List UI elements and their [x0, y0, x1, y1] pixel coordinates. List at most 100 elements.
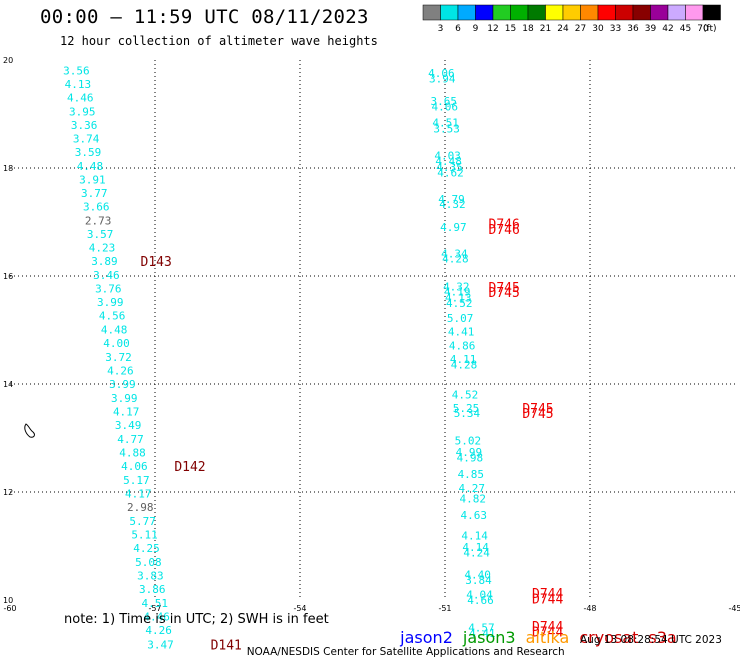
- wave-height-label: 4.24: [463, 546, 490, 559]
- colorbar-swatch: [562, 4, 581, 21]
- y-tick-label: 14: [3, 380, 13, 389]
- wave-height-label: 4.11: [450, 353, 477, 366]
- wave-height-label: 3.56: [63, 64, 90, 77]
- wave-height-label: 4.17: [125, 488, 151, 501]
- wave-height-label: 2.98: [127, 501, 154, 514]
- colorbar-tick-label: 24: [557, 24, 569, 34]
- track-annotations: D143D142D141D746D746D745D745D745D745D744…: [141, 218, 564, 650]
- track-label: D744: [532, 625, 563, 640]
- footer: NOAA/NESDIS Center for Satellite Applica…: [240, 634, 722, 670]
- wave-height-label: 4.06: [431, 100, 458, 113]
- colorbar-swatch: [615, 4, 634, 21]
- y-tick-label: 18: [3, 164, 13, 173]
- x-tick-label: -60: [3, 604, 16, 613]
- colorbar-tick-label: 6: [455, 24, 461, 34]
- wave-height-label: 4.00: [103, 337, 129, 350]
- colorbar-swatch: [667, 4, 686, 21]
- data-labels: 3.564.134.463.953.363.743.594.483.913.77…: [63, 64, 496, 650]
- wave-height-label: 4.28: [451, 359, 478, 372]
- track-label: D745: [522, 407, 553, 422]
- legend: jason2 jason3 altika cryosat s3a: [390, 609, 687, 647]
- colorbar-tick-label: 70: [697, 24, 709, 34]
- note-text: note: 1) Time is in UTC; 2) SWH is in fe…: [64, 612, 329, 627]
- x-tick-label: -48: [583, 604, 596, 613]
- track-label: D744: [532, 587, 563, 602]
- colorbar-swatch: [475, 4, 494, 21]
- wave-height-label: 4.46: [67, 91, 94, 104]
- track-label: D141: [211, 638, 242, 650]
- wave-height-label: 3.36: [71, 119, 98, 132]
- colorbar-swatch: [510, 4, 529, 21]
- colorbar-tick-label: 30: [592, 24, 604, 34]
- wave-height-label: 3.95: [69, 105, 96, 118]
- colorbar: 3 6 9 12 15 18 21 24 27 30 33 36 39 42 45 70(ft): [422, 4, 721, 34]
- x-tick-label: -54: [293, 604, 306, 613]
- chart-title: 00:00 – 11:59 UTC 08/11/2023: [40, 6, 369, 28]
- wave-height-label: 2.73: [85, 214, 112, 227]
- wave-height-label: 4.13: [65, 78, 92, 91]
- wave-height-label: 4.51: [141, 597, 168, 610]
- colorbar-tick-label: 36: [627, 24, 639, 34]
- wave-height-label: 3.91: [79, 173, 106, 186]
- wave-height-label: 4.48: [101, 323, 128, 336]
- wave-height-label: 4.13: [445, 292, 472, 305]
- wave-height-label: 4.97: [440, 221, 467, 234]
- wave-height-label: 3.77: [81, 187, 108, 200]
- wave-height-label: 4.17: [113, 406, 140, 419]
- track-label: D746: [489, 223, 520, 238]
- wave-height-label: 4.41: [448, 326, 475, 339]
- wave-height-label: 4.27: [459, 482, 486, 495]
- wave-height-label: 3.94: [429, 72, 456, 85]
- wave-height-label: 4.98: [457, 451, 484, 464]
- x-tick-label: -51: [438, 604, 451, 613]
- wave-height-label: 3.89: [91, 255, 118, 268]
- track-label: D142: [174, 460, 205, 475]
- y-tick-label: 20: [3, 56, 13, 65]
- wave-height-label: 4.52: [452, 388, 479, 401]
- wave-height-label: 3.86: [139, 583, 166, 596]
- wave-height-label: 4.06: [428, 67, 455, 80]
- wave-height-label: 4.99: [456, 446, 483, 459]
- colorbar-swatch: [457, 4, 476, 21]
- wave-height-label: 4.52: [446, 297, 473, 310]
- generated-timestamp: Aug 13 08:28:54 UTC 2023: [580, 634, 722, 646]
- wave-height-label: 4.62: [437, 166, 464, 179]
- wave-height-label: 4.88: [119, 447, 146, 460]
- wave-height-label: 3.72: [105, 351, 132, 364]
- colorbar-swatch: [702, 4, 721, 21]
- axis-ticks: -60 -57 -54 -51 -48 -45 10 12 14 16 18 20: [3, 56, 740, 613]
- chart-subtitle: 12 hour collection of altimeter wave hei…: [60, 34, 378, 48]
- wave-height-label: 4.19: [444, 286, 471, 299]
- wave-height-label: 4.77: [117, 433, 144, 446]
- colorbar-tick-label: 18: [522, 24, 534, 34]
- y-tick-label: 10: [3, 596, 13, 605]
- colorbar-tick-label: 33: [610, 24, 621, 34]
- wave-height-label: 5.07: [447, 312, 474, 325]
- wave-height-label: 3.99: [97, 296, 124, 309]
- wave-height-label: 4.03: [434, 150, 461, 163]
- wave-height-label: 4.25: [133, 542, 160, 555]
- y-tick-label: 16: [3, 272, 13, 281]
- track-label: D143: [141, 255, 172, 270]
- track-label: D745: [489, 286, 520, 301]
- colorbar-swatch: [422, 4, 441, 21]
- colorbar-tick-label: 9: [473, 24, 479, 34]
- wave-height-label: 4.41: [469, 627, 496, 640]
- track-label: D744: [532, 620, 563, 635]
- wave-height-label: 4.28: [442, 253, 469, 266]
- colorbar-swatch: [580, 4, 599, 21]
- wave-height-label: 3.99: [111, 392, 137, 405]
- colorbar-swatch: [650, 4, 669, 21]
- wave-height-label: 3.59: [75, 146, 102, 159]
- wave-height-label: 4.56: [99, 309, 126, 322]
- legend-s3a: s3a: [648, 628, 677, 647]
- agency-credit: NOAA/NESDIS Center for Satellite Applica…: [246, 646, 565, 658]
- colorbar-swatch: [685, 4, 704, 21]
- wave-height-label: 5.17: [123, 474, 150, 487]
- colorbar-swatch: [545, 4, 564, 21]
- colorbar-swatch: [632, 4, 651, 21]
- colorbar-swatch: [527, 4, 546, 21]
- wave-height-label: 3.57: [87, 228, 114, 241]
- wave-height-label: 4.32: [443, 280, 470, 293]
- wave-height-label: 4.14: [461, 530, 488, 543]
